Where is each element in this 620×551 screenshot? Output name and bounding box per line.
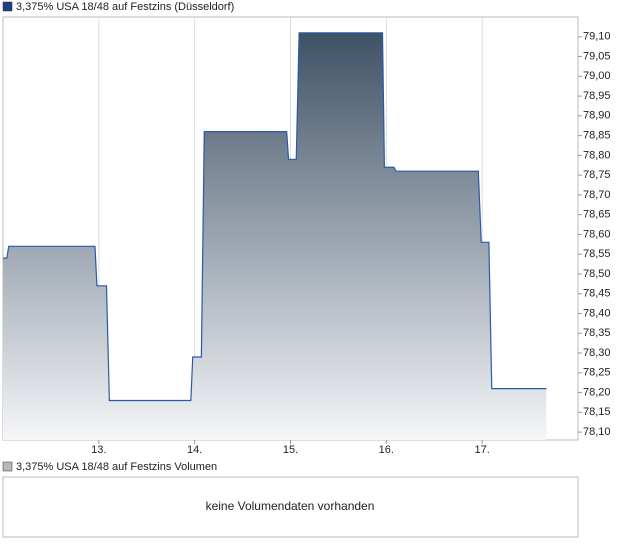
line	[3, 32, 547, 402]
y-tick-label: 79,00	[583, 70, 611, 82]
y-tick-label: 78,45	[583, 288, 611, 300]
y-tick-label: 78,55	[583, 248, 611, 260]
y-tick-label: 78,95	[583, 90, 611, 102]
x-tick-label: 14.	[187, 444, 202, 456]
y-tick-label: 78,10	[583, 426, 611, 438]
x-tick-label: 17.	[475, 444, 490, 456]
area	[3, 32, 547, 441]
legend-swatch	[2, 1, 13, 12]
y-tick-label: 78,15	[583, 406, 611, 418]
y-tick-label: 78,40	[583, 307, 611, 319]
y-tick-label: 79,10	[583, 31, 611, 43]
legend-swatch	[2, 461, 13, 472]
y-tick-label: 78,70	[583, 189, 611, 201]
y-tick-label: 78,50	[583, 268, 611, 280]
volume-title: 3,375% USA 18/48 auf Festzins Volumen	[16, 461, 217, 473]
y-tick-label: 78,75	[583, 169, 611, 181]
y-tick-label: 78,25	[583, 367, 611, 379]
y-tick-label: 78,35	[583, 327, 611, 339]
y-tick-label: 78,90	[583, 110, 611, 122]
y-tick-label: 79,05	[583, 50, 611, 62]
y-tick-label: 78,30	[583, 347, 611, 359]
legend-label: 3,375% USA 18/48 auf Festzins (Düsseldor…	[16, 1, 234, 13]
y-tick-label: 78,60	[583, 228, 611, 240]
y-tick-label: 78,80	[583, 149, 611, 161]
x-tick-label: 16.	[379, 444, 394, 456]
x-tick-label: 15.	[283, 444, 298, 456]
volume-frame	[2, 476, 579, 538]
y-tick-label: 78,20	[583, 386, 611, 398]
volume-message: keine Volumendaten vorhanden	[206, 499, 375, 513]
y-tick-label: 78,85	[583, 130, 611, 142]
y-tick-label: 78,65	[583, 209, 611, 221]
x-tick-label: 13.	[91, 444, 106, 456]
